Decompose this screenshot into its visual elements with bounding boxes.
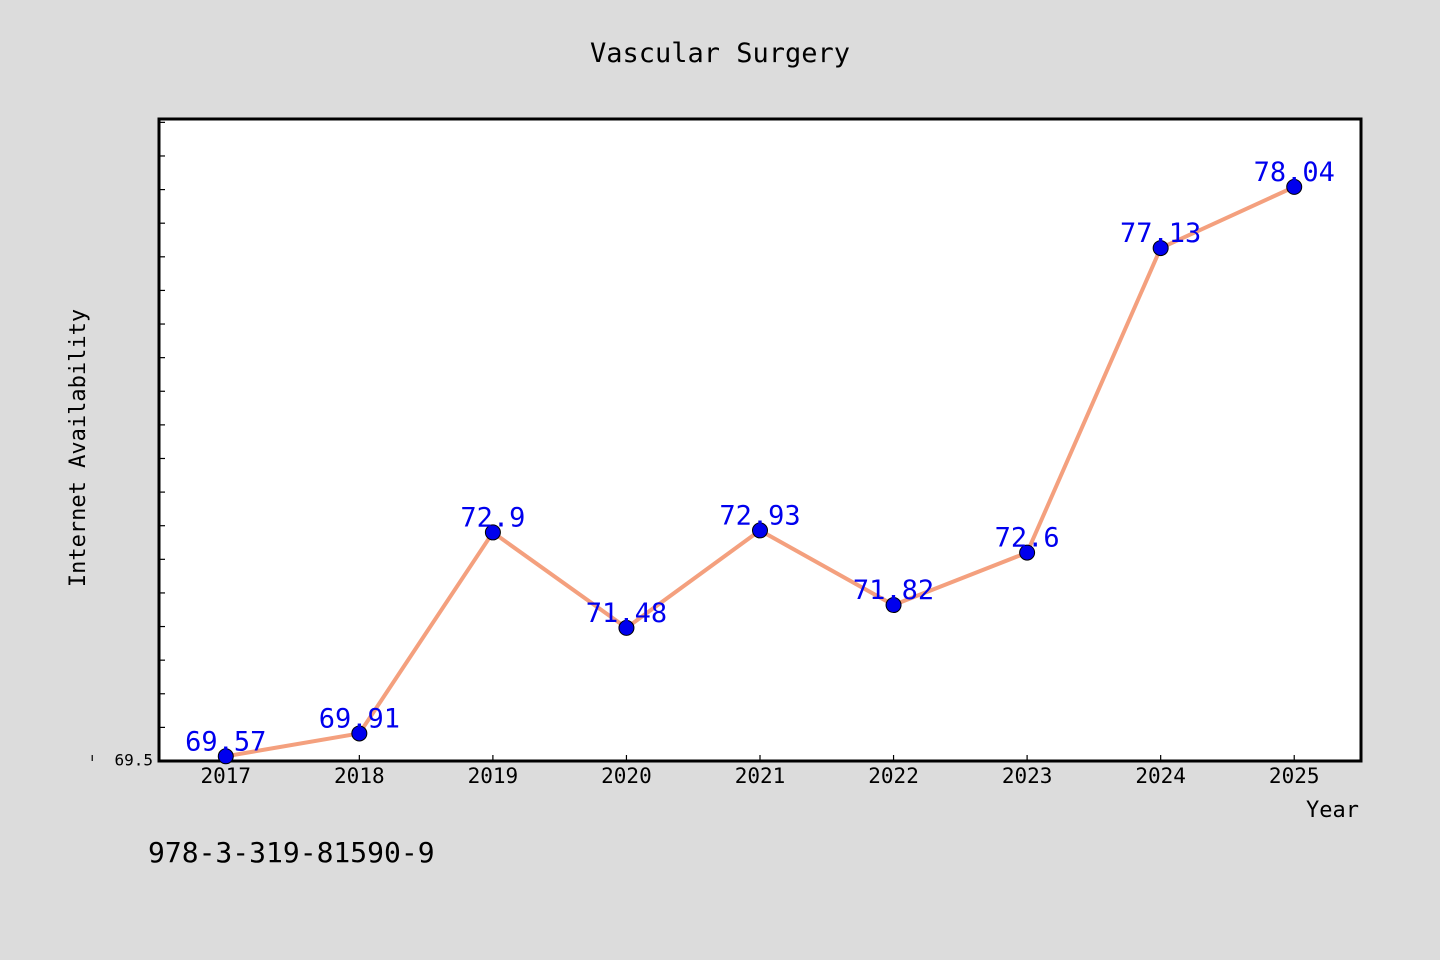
series-layer: 69.57 69.91 72.9 71.48 72.93 71.82 72.6 77.13 78… [185,157,1335,765]
data-label: 71.82 [853,575,934,606]
data-point [1286,178,1303,195]
x-tick-label: 2020 [601,764,652,788]
y-axis-label: Internet Availability [66,309,91,587]
data-point [752,522,768,539]
data-point [885,597,902,614]
data-label: 71.48 [586,598,667,629]
x-tick-label: 2023 [1002,764,1053,788]
data-point [1019,544,1036,561]
data-label: 72.6 [995,523,1060,554]
x-tick-label: 2017 [200,764,251,788]
y-axis-ticks: 69.5 [114,121,165,770]
data-label: 69.91 [319,703,400,734]
data-point [217,748,234,765]
x-tick-label: 2025 [1269,764,1320,788]
y-tick-label: 69.5 [114,751,153,770]
x-tick-label: 2022 [868,764,919,788]
data-label: 69.57 [185,726,266,757]
x-axis-label: Year [1306,798,1359,823]
plot-area [157,117,1363,763]
data-label: 77.13 [1120,218,1201,249]
x-tick-label: 2019 [468,764,519,788]
data-point [351,725,368,742]
data-label: 72.93 [719,500,800,531]
data-point [484,524,501,541]
data-label: 78.04 [1254,157,1335,188]
x-axis-ticks: 2017 2018 2019 2020 2021 2022 2023 2024 2025 [91,755,1320,788]
x-tick-label: 2018 [334,764,385,788]
x-tick-label: 2021 [735,764,786,788]
data-label: 72.9 [460,502,525,533]
chart-title: Vascular Surgery [590,38,850,69]
x-tick-label: 2024 [1135,764,1186,788]
data-point [1152,240,1169,257]
isbn-note: 978-3-319-81590-9 [148,836,435,869]
data-point [618,619,635,636]
